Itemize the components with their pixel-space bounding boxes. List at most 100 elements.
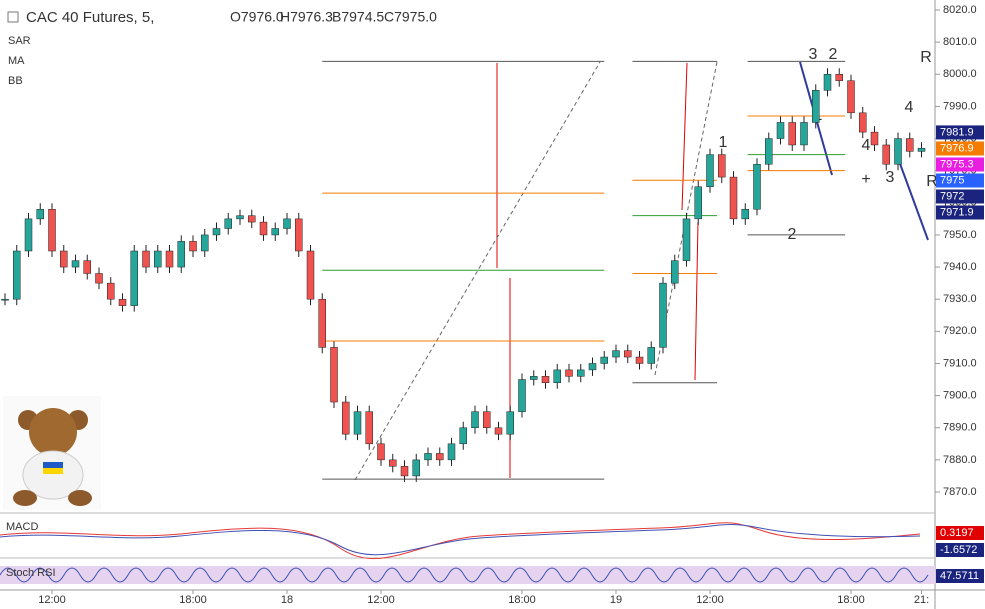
y-tick-label: 7920.0: [943, 325, 977, 337]
candle-body: [659, 282, 667, 348]
candle-body: [353, 411, 362, 435]
candle-body: [776, 122, 785, 139]
indicator-value: 47.5711: [940, 570, 979, 582]
candle-body: [142, 250, 150, 268]
candle-body: [318, 298, 326, 348]
y-tick-label: 8020.0: [943, 4, 977, 16]
candle-body: [530, 376, 538, 380]
candle-body: [647, 347, 655, 364]
annotation: 1: [719, 134, 728, 151]
candle-body: [48, 208, 56, 252]
candle-body: [718, 154, 726, 178]
candle-body: [295, 218, 303, 252]
candle-body: [236, 215, 244, 220]
candle-body: [894, 138, 902, 165]
candle-body: [447, 443, 456, 461]
indicator-value: -1.6572: [940, 544, 977, 556]
annotation: R: [926, 173, 938, 190]
candle-body: [248, 215, 256, 223]
candle-body: [118, 298, 127, 306]
candle-body: [847, 80, 855, 114]
x-tick-label: 18: [281, 594, 293, 606]
trend-line: [354, 61, 601, 481]
candle-body: [588, 363, 597, 371]
y-tick-label: 7910.0: [943, 357, 977, 369]
candle-body: [377, 443, 385, 461]
macd-label: MACD: [6, 521, 38, 533]
collapse-icon[interactable]: [7, 11, 19, 23]
ohlc-bid: B7974.5: [332, 9, 384, 25]
candle-body: [306, 250, 315, 300]
x-tick-label: 12:00: [38, 594, 66, 606]
candle-body: [788, 122, 796, 146]
macd-signal: [0, 524, 921, 556]
candle-body: [107, 282, 115, 300]
candle-body: [483, 411, 491, 428]
candle-body: [835, 74, 843, 81]
annotation: 2: [829, 46, 838, 63]
candle-body: [823, 74, 832, 91]
candle-body: [212, 228, 221, 236]
indicator-value-bg: [936, 526, 984, 540]
price-label: 7975: [940, 174, 964, 186]
candle-body: [459, 427, 467, 445]
annotation: 3: [809, 46, 818, 63]
candle-body: [671, 260, 679, 284]
candle-body: [682, 218, 691, 261]
candle-body: [612, 350, 620, 358]
x-tick-label: 18:00: [179, 594, 207, 606]
candle-body: [283, 218, 291, 229]
candle-body: [859, 112, 867, 133]
candle-body: [624, 350, 632, 358]
candle-body: [765, 138, 773, 165]
annotation: 4: [862, 137, 871, 154]
price-label: 7972: [940, 190, 964, 202]
candle-body: [518, 379, 526, 412]
ohlc-high: H7976.3: [280, 9, 333, 25]
candle-body: [189, 241, 197, 252]
candle-body: [635, 356, 644, 364]
candle-body: [565, 369, 573, 377]
price-label: 7981.9: [940, 126, 974, 138]
indicator-label[interactable]: BB: [8, 75, 23, 87]
price-label-bg: [936, 205, 984, 220]
arrows: [496, 62, 699, 478]
candle-body: [600, 356, 608, 364]
indicator-label[interactable]: SAR: [8, 35, 31, 47]
price-label: 7975.3: [940, 158, 974, 170]
candle-body: [506, 411, 514, 435]
annotation: 3: [886, 169, 895, 186]
candle-body: [154, 250, 162, 268]
candle-body: [541, 376, 550, 383]
candle-body: [365, 411, 373, 445]
y-tick-label: 7940.0: [943, 261, 977, 273]
candle-body: [400, 466, 409, 477]
indicator-value-bg: [936, 543, 984, 557]
indicator-label[interactable]: MA: [8, 55, 25, 67]
y-tick-label: 7900.0: [943, 390, 977, 402]
candle-body: [60, 250, 68, 268]
price-label-bg: [936, 157, 984, 172]
candle-body: [729, 176, 738, 220]
candle-body: [471, 411, 479, 428]
candle-body: [577, 369, 585, 377]
candle-body: [906, 138, 914, 152]
x-tick-label: 19: [610, 594, 622, 606]
candle-body: [13, 250, 21, 300]
price-label-bg: [936, 173, 984, 188]
candle-body: [424, 453, 432, 461]
price-label-bg: [936, 141, 984, 156]
candle-body: [870, 131, 879, 146]
y-tick-label: 7880.0: [943, 454, 977, 466]
x-tick-label: 21:: [914, 594, 929, 606]
candle-body: [741, 208, 749, 220]
candle-body: [494, 427, 503, 435]
x-tick-label: 12:00: [367, 594, 395, 606]
y-tick-label: 7990.0: [943, 100, 977, 112]
price-label-bg: [936, 189, 984, 204]
candle-body: [1, 298, 9, 301]
y-tick-label: 8000.0: [943, 68, 977, 80]
ohlc-open: O7976.0: [230, 9, 284, 25]
